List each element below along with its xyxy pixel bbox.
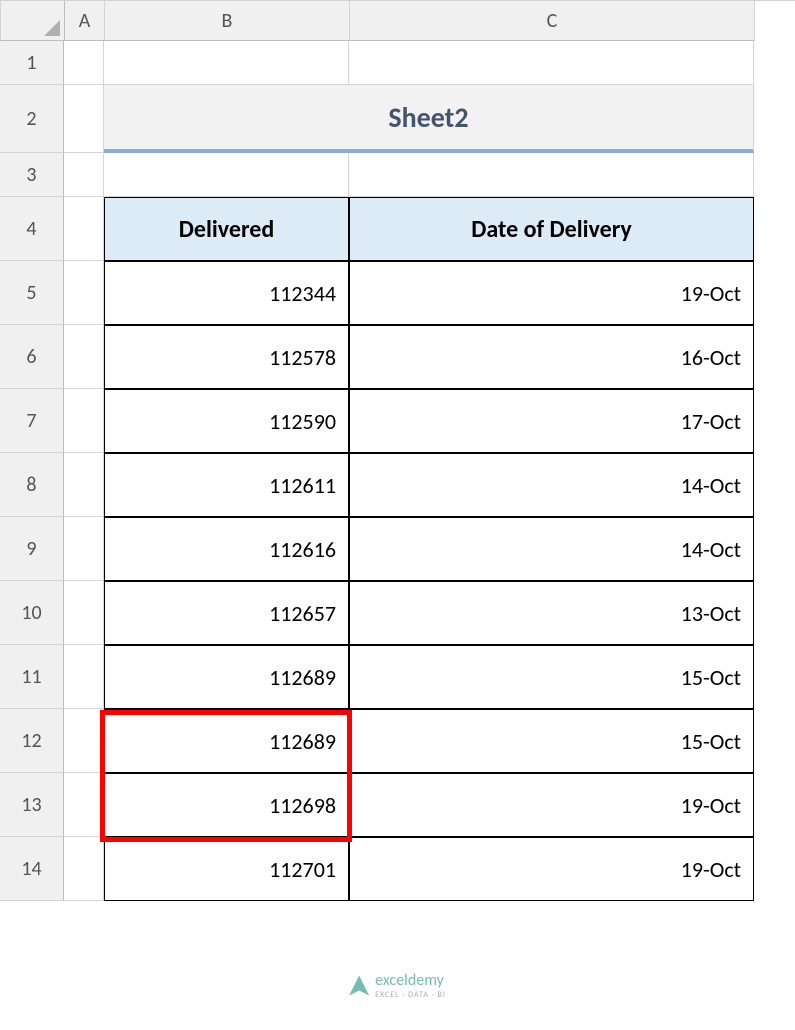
- row-header-8[interactable]: 8: [0, 453, 64, 517]
- cell-a11[interactable]: [64, 645, 104, 709]
- row-header-14[interactable]: 14: [0, 837, 64, 901]
- select-all-corner[interactable]: [1, 1, 65, 41]
- cell-a4[interactable]: [64, 197, 104, 261]
- row-header-7[interactable]: 7: [0, 389, 64, 453]
- cell-a9[interactable]: [64, 517, 104, 581]
- cell-a13[interactable]: [64, 773, 104, 837]
- cell-delivered-10[interactable]: 112657: [104, 581, 349, 645]
- cell-date-10[interactable]: 13-Oct: [349, 581, 754, 645]
- row-header-2[interactable]: 2: [0, 85, 64, 153]
- header-delivered[interactable]: Delivered: [104, 197, 349, 261]
- watermark-icon: [349, 976, 369, 996]
- col-header-a[interactable]: A: [65, 1, 105, 41]
- row-header-6[interactable]: 6: [0, 325, 64, 389]
- cell-a3[interactable]: [64, 153, 104, 197]
- cell-delivered-11[interactable]: 112689: [104, 645, 349, 709]
- watermark-text-block: exceldemy EXCEL · DATA · BI: [375, 971, 446, 1000]
- row-header-3[interactable]: 3: [0, 153, 64, 197]
- cell-a10[interactable]: [64, 581, 104, 645]
- col-header-c[interactable]: C: [350, 1, 755, 41]
- row-header-5[interactable]: 5: [0, 261, 64, 325]
- cell-a1[interactable]: [64, 41, 104, 85]
- cell-date-9[interactable]: 14-Oct: [349, 517, 754, 581]
- column-headers-row: A B C: [0, 0, 795, 41]
- cell-delivered-12[interactable]: 112689: [104, 709, 349, 773]
- cell-date-11[interactable]: 15-Oct: [349, 645, 754, 709]
- grid-body: 1 2 Sheet2 3 4 Delivered Date of Deliver…: [0, 41, 795, 901]
- cell-a6[interactable]: [64, 325, 104, 389]
- cell-a7[interactable]: [64, 389, 104, 453]
- cell-date-7[interactable]: 17-Oct: [349, 389, 754, 453]
- cell-a14[interactable]: [64, 837, 104, 901]
- row-header-9[interactable]: 9: [0, 517, 64, 581]
- cell-date-5[interactable]: 19-Oct: [349, 261, 754, 325]
- cell-date-14[interactable]: 19-Oct: [349, 837, 754, 901]
- row-header-13[interactable]: 13: [0, 773, 64, 837]
- watermark: exceldemy EXCEL · DATA · BI: [349, 971, 446, 1000]
- cell-b1[interactable]: [104, 41, 349, 85]
- row-header-12[interactable]: 12: [0, 709, 64, 773]
- header-date-of-delivery[interactable]: Date of Delivery: [349, 197, 754, 261]
- cell-c3[interactable]: [349, 153, 754, 197]
- sheet-title[interactable]: Sheet2: [104, 85, 754, 153]
- cell-c1[interactable]: [349, 41, 754, 85]
- cell-date-13[interactable]: 19-Oct: [349, 773, 754, 837]
- col-header-b[interactable]: B: [105, 1, 350, 41]
- watermark-subtext: EXCEL · DATA · BI: [375, 990, 446, 1000]
- row-header-11[interactable]: 11: [0, 645, 64, 709]
- cell-delivered-5[interactable]: 112344: [104, 261, 349, 325]
- watermark-text: exceldemy: [375, 971, 446, 990]
- cell-date-6[interactable]: 16-Oct: [349, 325, 754, 389]
- cell-delivered-14[interactable]: 112701: [104, 837, 349, 901]
- cell-b3[interactable]: [104, 153, 349, 197]
- cell-date-12[interactable]: 15-Oct: [349, 709, 754, 773]
- cell-date-8[interactable]: 14-Oct: [349, 453, 754, 517]
- cell-delivered-9[interactable]: 112616: [104, 517, 349, 581]
- cell-delivered-6[interactable]: 112578: [104, 325, 349, 389]
- row-header-10[interactable]: 10: [0, 581, 64, 645]
- cell-delivered-8[interactable]: 112611: [104, 453, 349, 517]
- cell-delivered-13[interactable]: 112698: [104, 773, 349, 837]
- row-header-1[interactable]: 1: [0, 41, 64, 85]
- cell-a2[interactable]: [64, 85, 104, 153]
- cell-delivered-7[interactable]: 112590: [104, 389, 349, 453]
- cell-a5[interactable]: [64, 261, 104, 325]
- cell-a12[interactable]: [64, 709, 104, 773]
- cell-a8[interactable]: [64, 453, 104, 517]
- row-header-4[interactable]: 4: [0, 197, 64, 261]
